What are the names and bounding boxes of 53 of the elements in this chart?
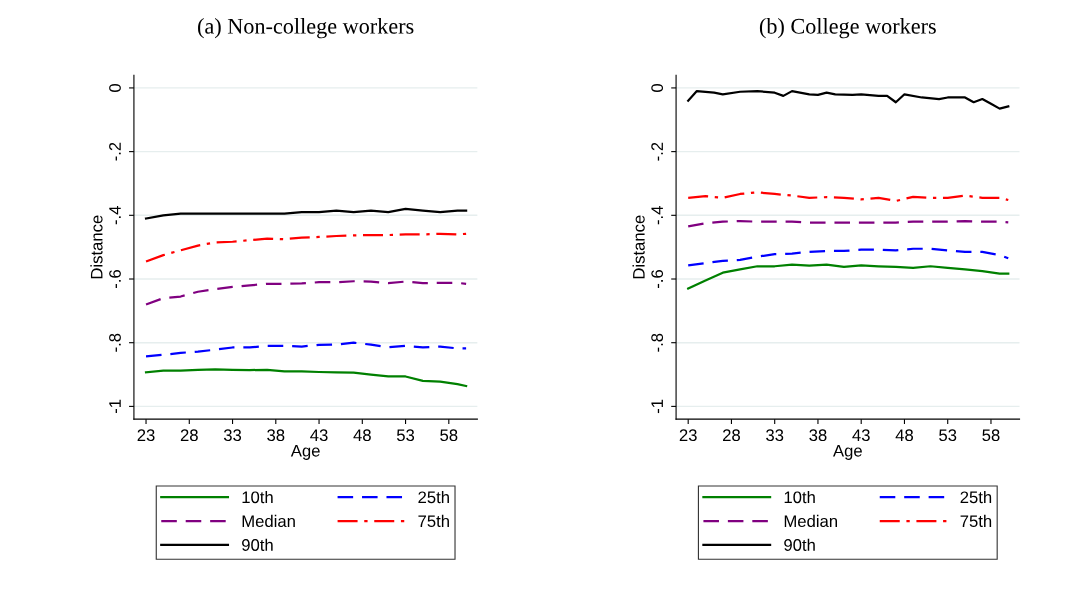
y-tick-label: -.2 (109, 142, 121, 161)
line-series (687, 247, 1010, 267)
legend-label: 25th (960, 490, 992, 504)
y-tick-label: 0 (651, 83, 664, 92)
x-axis-title: Age (290, 445, 320, 460)
legend-label: Median (784, 514, 837, 528)
legend-label: 90th (242, 538, 273, 551)
y-tick-label: 0 (109, 83, 121, 92)
x-axis-title: Age (833, 445, 862, 460)
legend-label: Median (242, 514, 295, 528)
chart-title: (b) College workers (759, 18, 936, 39)
x-tick-label: 43 (310, 429, 328, 442)
x-tick-label: 48 (895, 429, 914, 442)
x-tick-label: 53 (396, 429, 415, 442)
y-tick-label: -.6 (109, 270, 121, 288)
y-tick-label: -1 (109, 399, 121, 414)
y-tick-label: -.4 (651, 206, 663, 225)
x-tick-label: 48 (353, 429, 371, 442)
x-tick-label: 58 (440, 429, 458, 442)
legend-label: 10th (242, 490, 273, 504)
x-tick-label: 43 (852, 429, 870, 442)
y-tick-label: -.4 (109, 206, 121, 225)
line-series (687, 90, 1010, 110)
y-axis-title: Distance (90, 215, 103, 279)
line-series (144, 341, 468, 358)
x-tick-label: 38 (809, 429, 827, 442)
x-tick-label: 23 (137, 429, 155, 442)
legend-label: 10th (784, 490, 815, 504)
x-tick-label: 28 (723, 429, 740, 442)
line-series (144, 280, 468, 306)
x-tick-label: 58 (982, 429, 1000, 442)
x-tick-label: 28 (180, 429, 198, 442)
legend-label: 75th (960, 514, 992, 528)
y-tick-label: -.8 (109, 333, 121, 352)
line-series (687, 263, 1010, 290)
y-tick-label: -1 (651, 399, 663, 414)
x-tick-label: 38 (267, 429, 285, 442)
x-tick-label: 53 (939, 429, 957, 442)
x-tick-label: 33 (766, 429, 784, 442)
line-series (687, 191, 1010, 203)
x-tick-label: 23 (679, 429, 697, 442)
y-tick-label: -.8 (651, 333, 664, 352)
legend-label: 25th (418, 490, 449, 504)
line-series (144, 368, 468, 388)
line-series (144, 232, 468, 263)
y-tick-label: -.2 (651, 142, 663, 161)
legend-label: 75th (418, 514, 449, 528)
chart-title: (a) Non-college workers (198, 18, 414, 39)
legend-label: 90th (784, 538, 815, 551)
y-axis-title: Distance (632, 215, 645, 279)
x-tick-label: 33 (223, 429, 242, 442)
y-tick-label: -.6 (651, 270, 664, 288)
line-series (144, 207, 468, 220)
